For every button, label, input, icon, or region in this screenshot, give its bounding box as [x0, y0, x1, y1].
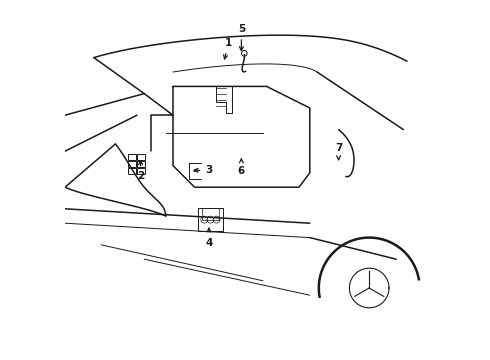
Bar	[128, 161, 136, 167]
Text: 4: 4	[205, 228, 213, 248]
Text: 7: 7	[335, 143, 343, 159]
Bar	[128, 168, 136, 174]
Text: 2: 2	[137, 161, 144, 181]
Text: 5: 5	[238, 24, 245, 50]
Text: 3: 3	[194, 165, 213, 175]
Bar	[137, 168, 145, 174]
Text: 6: 6	[238, 159, 245, 176]
Bar	[128, 154, 136, 160]
Bar	[137, 154, 145, 160]
Text: 1: 1	[223, 38, 232, 59]
Bar	[137, 161, 145, 167]
